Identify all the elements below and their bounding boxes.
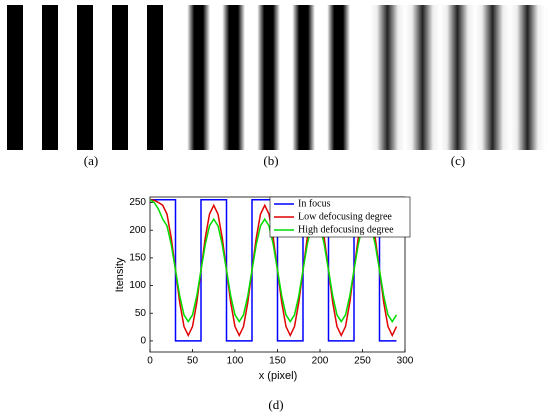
image-a xyxy=(5,5,178,150)
x-tick-label: 50 xyxy=(187,356,199,367)
image-b xyxy=(182,5,360,150)
panel-label: (b) xyxy=(263,153,278,168)
x-tick-label: 0 xyxy=(147,356,153,367)
y-tick-label: 0 xyxy=(140,336,146,347)
y-tick-label: 150 xyxy=(129,253,146,264)
panel-label: (d) xyxy=(268,397,283,412)
series-line xyxy=(149,199,398,323)
y-tick-label: 200 xyxy=(129,225,146,236)
y-tick-label: 250 xyxy=(129,197,146,208)
y-axis-label: Itensity xyxy=(114,257,126,292)
x-tick-label: 300 xyxy=(397,356,414,367)
legend-label: Low defocusing degree xyxy=(298,211,392,222)
y-tick-label: 50 xyxy=(135,308,147,319)
image-c xyxy=(370,5,547,150)
panel-label: (a) xyxy=(84,153,98,168)
legend-label: In focus xyxy=(298,198,331,209)
y-tick-label: 100 xyxy=(129,280,146,291)
x-tick-label: 250 xyxy=(354,356,371,367)
x-tick-label: 100 xyxy=(227,356,244,367)
x-axis-label: x (pixel) xyxy=(259,370,298,382)
x-tick-label: 200 xyxy=(312,356,329,367)
legend-label: High defocusing degree xyxy=(298,224,394,235)
panel-label: (c) xyxy=(451,153,465,168)
x-tick-label: 150 xyxy=(269,356,286,367)
